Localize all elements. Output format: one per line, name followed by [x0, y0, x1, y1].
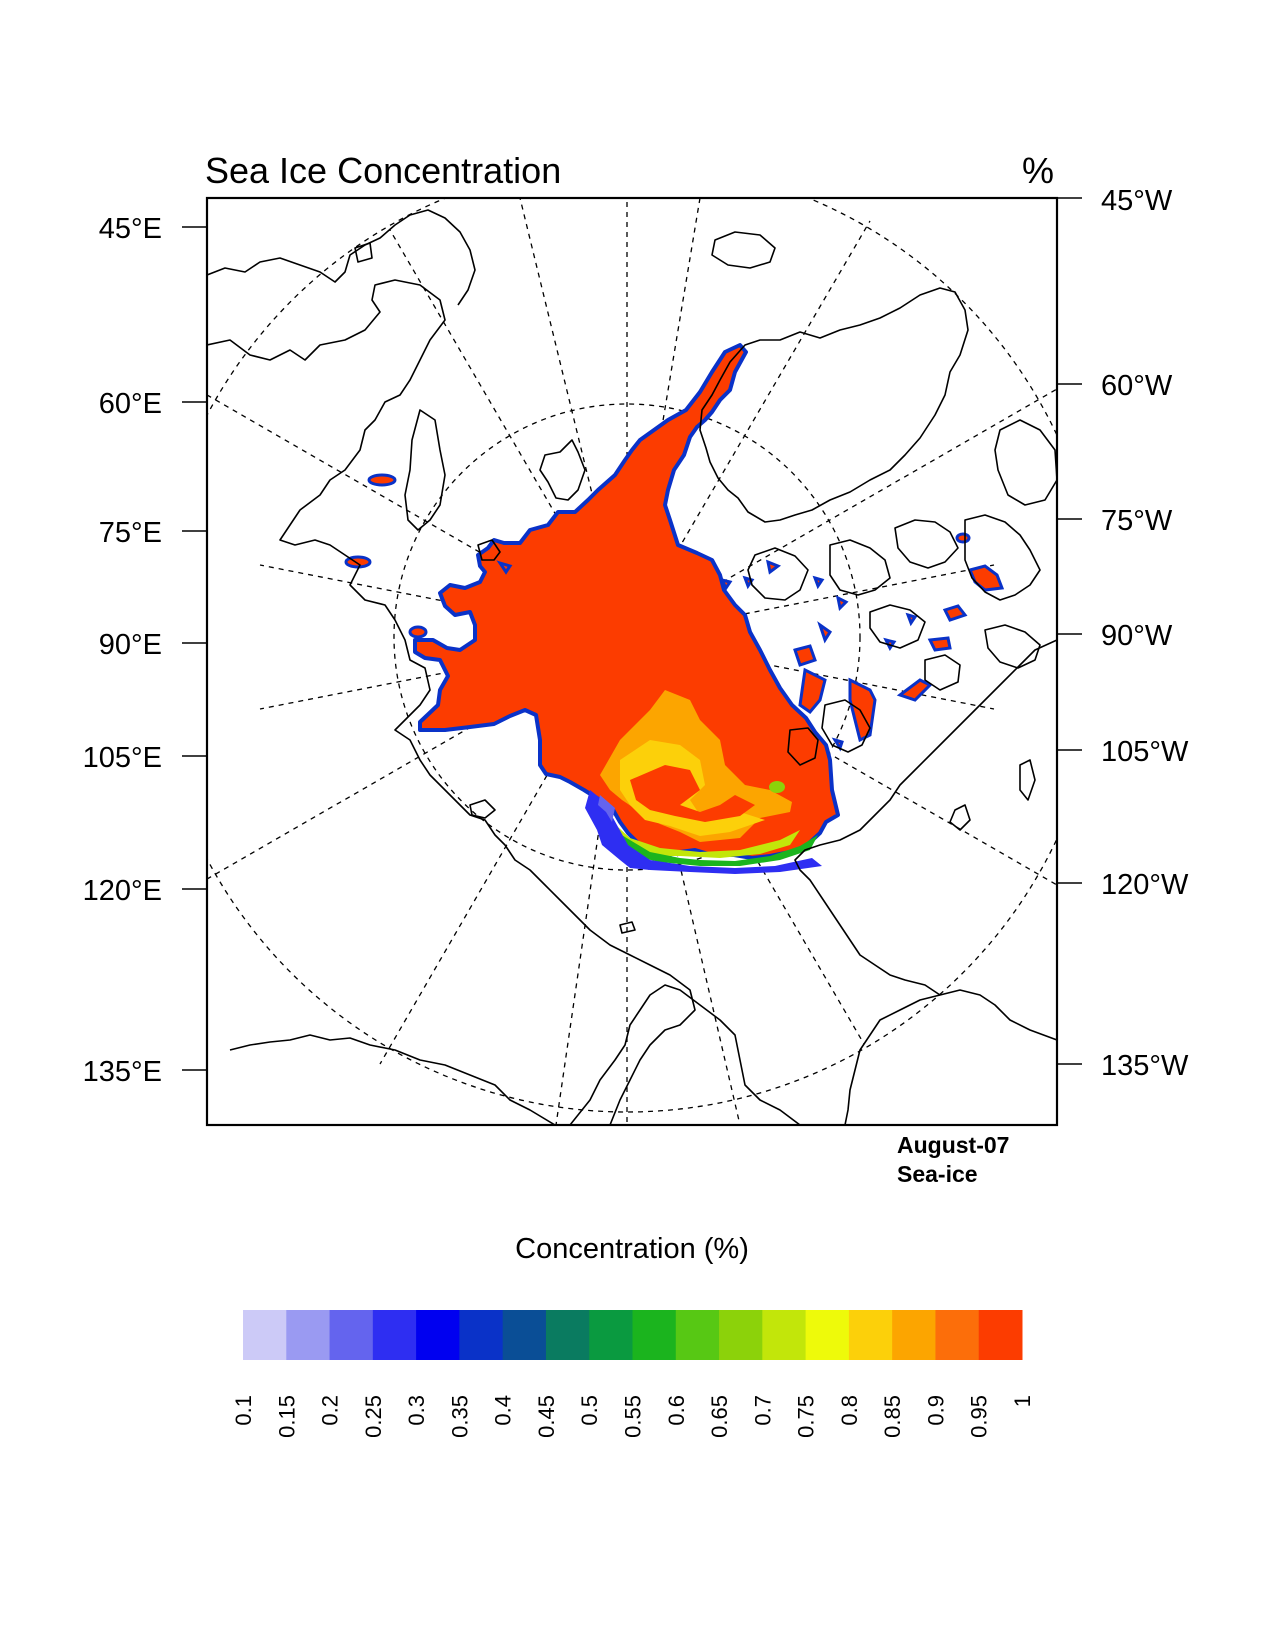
left-axis-labels: 45°E 60°E 75°E 90°E 105°E 120°E 135°E [83, 213, 162, 1088]
alaska-coast [794, 639, 1057, 996]
ice-zone-0.2 [598, 795, 615, 822]
colorbar-swatch [892, 1310, 936, 1360]
canadian-archipelago-3 [964, 514, 1041, 601]
colorbar-swatch [372, 1310, 417, 1360]
colorbar-swatch [762, 1310, 807, 1360]
colorbar-level-label: 0.25 [361, 1395, 386, 1438]
canadian-archipelago-6 [984, 624, 1041, 669]
colorbar-level-label: 0.65 [707, 1395, 732, 1438]
colorbar-swatch [416, 1310, 460, 1360]
colorbar-level-label: 0.1 [231, 1395, 256, 1426]
right-lon-label: 45°W [1101, 185, 1173, 217]
chukotka-coast [569, 984, 801, 1125]
left-lon-label: 60°E [99, 388, 162, 420]
colorbar-swatch [459, 1310, 504, 1360]
colorbar-labels: 0.1 0.15 0.2 0.25 0.3 0.35 0.4 0.45 0.5 0.55 0.6 0.… [231, 1395, 1035, 1438]
colorbar-level-label: 0.2 [318, 1395, 343, 1426]
right-lon-label: 75°W [1101, 505, 1173, 537]
colorbar-swatch [935, 1310, 980, 1360]
left-lon-label: 105°E [83, 742, 162, 774]
victoria-island [821, 699, 871, 753]
right-lon-label: 120°W [1101, 869, 1189, 901]
colorbar-swatch [329, 1310, 374, 1360]
colorbar-level-label: 0.7 [750, 1395, 775, 1426]
colorbar-level-label: 0.8 [837, 1395, 862, 1426]
colorbar-level-label: 0.4 [491, 1395, 516, 1426]
right-axis-ticks [1057, 197, 1082, 1065]
colorbar-swatch [805, 1310, 850, 1360]
colorbar-swatch [719, 1310, 763, 1360]
ice-zone-1.0-center [630, 765, 755, 822]
colorbar-level-label: 0.6 [664, 1395, 689, 1426]
small-island-1 [354, 242, 373, 263]
coastal-ice-patches [344, 473, 1005, 752]
baffin-island [994, 419, 1057, 506]
colorbar-swatch [502, 1310, 547, 1360]
date-annotation: August-07 [897, 1132, 1009, 1158]
sea-ice-concentration-field [344, 343, 1005, 874]
iceland-coast [711, 231, 776, 269]
colorbar-swatch [589, 1310, 633, 1360]
ellesmere-island [747, 547, 809, 601]
canadian-archipelago-2 [894, 519, 959, 569]
coastlines [207, 209, 1057, 1125]
banks-island [787, 727, 819, 766]
map-title: Sea Ice Concentration [205, 150, 561, 191]
canadian-archipelago-5 [924, 654, 961, 691]
ice-zone-0.7 [608, 818, 800, 858]
colorbar-level-label: 0.75 [794, 1395, 819, 1438]
left-lon-label: 135°E [83, 1056, 162, 1088]
colorbar-swatch [675, 1310, 720, 1360]
right-axis-labels: 45°W 60°W 75°W 90°W 105°W 120°W 135°W [1101, 185, 1189, 1082]
left-lon-label: 120°E [83, 875, 162, 907]
colorbar-level-label: 0.5 [577, 1395, 602, 1426]
colorbar-level-label: 0.55 [621, 1395, 646, 1438]
colorbar [243, 1310, 1023, 1360]
right-lon-label: 90°W [1101, 620, 1173, 652]
units-label: % [1022, 150, 1054, 191]
north-america-coast [844, 989, 1057, 1125]
left-lon-label: 45°E [99, 213, 162, 245]
novaya-zemlya-coast [404, 409, 446, 531]
right-lon-label: 105°W [1101, 736, 1189, 768]
colorbar-swatch [848, 1310, 893, 1360]
colorbar-swatch [286, 1310, 331, 1360]
eurasia-coast-2 [229, 1034, 556, 1125]
colorbar-level-label: 0.15 [274, 1395, 299, 1438]
colorbar-level-label: 0.3 [404, 1395, 429, 1426]
ice-patch-green [769, 781, 785, 793]
right-lon-label: 135°W [1101, 1050, 1189, 1082]
left-lon-label: 90°E [99, 629, 162, 661]
right-lon-label: 60°W [1101, 370, 1173, 402]
small-island-2 [949, 804, 971, 831]
colorbar-swatch [243, 1310, 287, 1360]
colorbar-level-label: 0.9 [923, 1395, 948, 1426]
colorbar-swatch [632, 1310, 677, 1360]
colorbar-level-label: 0.45 [534, 1395, 559, 1438]
colorbar-title: Concentration (%) [515, 1233, 749, 1265]
colorbar-swatch [545, 1310, 590, 1360]
small-island-3 [1019, 759, 1036, 801]
small-island-4 [619, 921, 636, 934]
canadian-archipelago-1 [829, 539, 891, 596]
canadian-archipelago-4 [869, 604, 926, 649]
greenland-coast [699, 287, 969, 523]
colorbar-swatch [978, 1310, 1023, 1360]
left-lon-label: 75°E [99, 517, 162, 549]
franz-josef-coast [477, 539, 501, 561]
left-axis-ticks [182, 226, 207, 1071]
colorbar-level-label: 0.85 [880, 1395, 905, 1438]
svalbard-coast [539, 439, 586, 501]
variable-annotation: Sea-ice [897, 1161, 978, 1187]
new-siberian-islands [469, 799, 496, 819]
colorbar-level-label: 1 [1010, 1395, 1035, 1407]
eurasia-coast [207, 279, 696, 1125]
colorbar-level-label: 0.95 [967, 1395, 992, 1438]
colorbar-level-label: 0.35 [447, 1395, 472, 1438]
map-frame [205, 196, 1059, 1127]
